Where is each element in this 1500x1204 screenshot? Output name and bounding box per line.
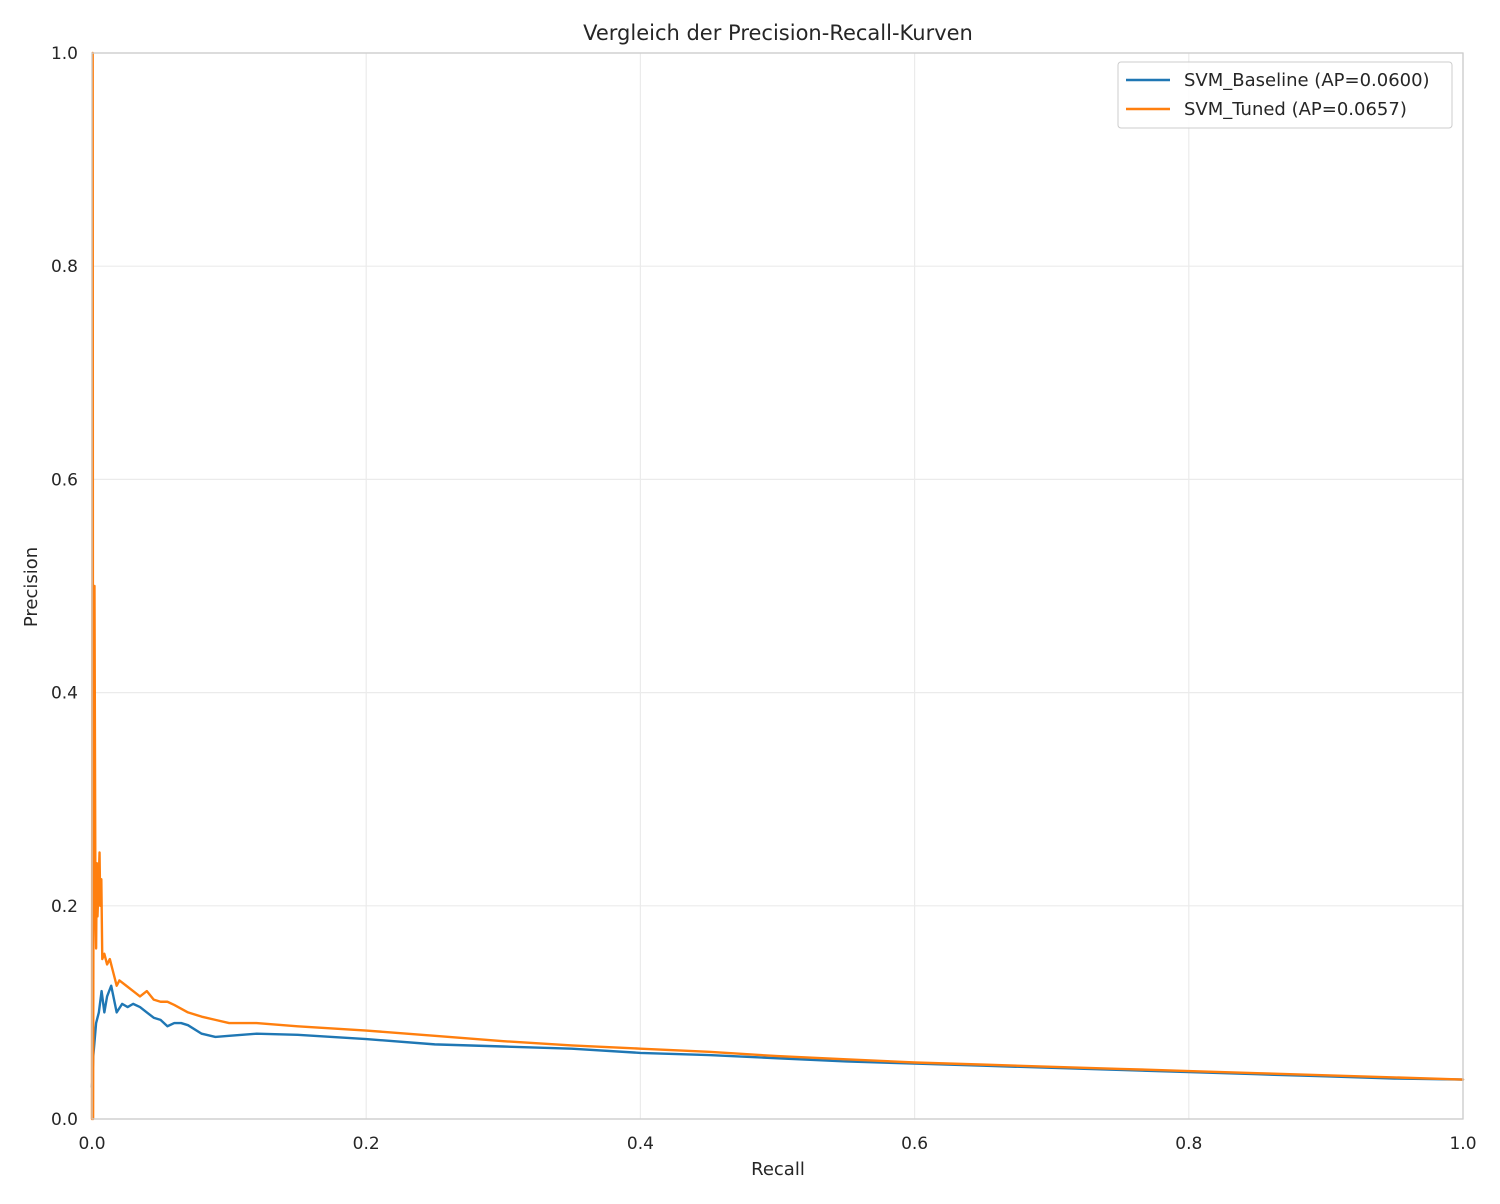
x-tick-label: 1.0 <box>1449 1134 1476 1154</box>
y-tick-label: 0.6 <box>51 470 78 490</box>
grid <box>91 52 1464 1120</box>
x-tick-label: 0.4 <box>627 1134 654 1154</box>
x-axis-label: Recall <box>751 1159 805 1180</box>
y-axis-label: Precision <box>21 547 42 627</box>
y-tick-label: 0.2 <box>51 897 78 917</box>
legend-box <box>1117 61 1453 129</box>
plot-frame <box>91 52 1464 1120</box>
y-tick-label: 0.8 <box>51 257 78 277</box>
x-tick-label: 0.8 <box>1175 1134 1202 1154</box>
series-line-svm-tuned <box>90 51 1465 1121</box>
plot-area <box>92 53 1463 1119</box>
legend: SVM_Baseline (AP=0.0600) SVM_Tuned (AP=0… <box>1117 61 1453 129</box>
y-tick-label: 0.4 <box>51 684 78 704</box>
chart-title: Vergleich der Precision-Recall-Kurven <box>583 21 973 45</box>
y-tick-label: 1.0 <box>51 44 78 64</box>
series-layer <box>90 51 1465 1121</box>
legend-label-svm-baseline: SVM_Baseline (AP=0.0600) <box>1184 70 1430 91</box>
legend-label-svm-tuned: SVM_Tuned (AP=0.0657) <box>1184 99 1407 120</box>
x-tick-label: 0.6 <box>901 1134 928 1154</box>
x-tick-label: 0.0 <box>78 1134 105 1154</box>
tick-labels: 0.0 0.2 0.4 0.6 0.8 1.0 0.0 0.2 0.4 0.6 0.8 1.0 <box>51 44 1477 1154</box>
y-tick-label: 0.0 <box>51 1110 78 1130</box>
x-tick-label: 0.2 <box>353 1134 380 1154</box>
